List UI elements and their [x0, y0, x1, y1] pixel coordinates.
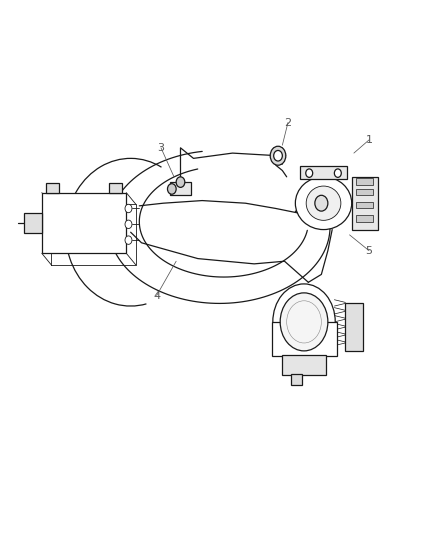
- Circle shape: [273, 150, 282, 161]
- Circle shape: [272, 284, 335, 360]
- Bar: [355, 179, 373, 185]
- Bar: [271, 322, 336, 356]
- Ellipse shape: [295, 177, 351, 230]
- Bar: [42, 192, 126, 253]
- Bar: [299, 166, 346, 180]
- Circle shape: [279, 293, 327, 351]
- Text: 1: 1: [365, 135, 372, 145]
- Circle shape: [176, 177, 184, 188]
- Bar: [351, 177, 377, 230]
- Circle shape: [167, 184, 176, 194]
- Bar: [355, 189, 373, 195]
- Bar: [290, 374, 301, 385]
- Bar: [169, 182, 191, 195]
- Circle shape: [125, 236, 132, 244]
- Text: 5: 5: [365, 246, 372, 256]
- Circle shape: [125, 220, 132, 229]
- Bar: [109, 183, 122, 192]
- Text: 2: 2: [284, 117, 291, 127]
- Ellipse shape: [305, 186, 340, 220]
- Bar: [355, 215, 373, 222]
- Circle shape: [305, 169, 312, 177]
- Bar: [46, 183, 59, 192]
- Bar: [25, 213, 42, 233]
- Text: 4: 4: [153, 290, 160, 301]
- Bar: [355, 202, 373, 208]
- Circle shape: [270, 146, 285, 165]
- Circle shape: [125, 204, 132, 213]
- Bar: [344, 303, 362, 351]
- Circle shape: [334, 169, 340, 177]
- Bar: [282, 354, 325, 375]
- Text: 3: 3: [157, 143, 164, 153]
- Circle shape: [314, 195, 327, 211]
